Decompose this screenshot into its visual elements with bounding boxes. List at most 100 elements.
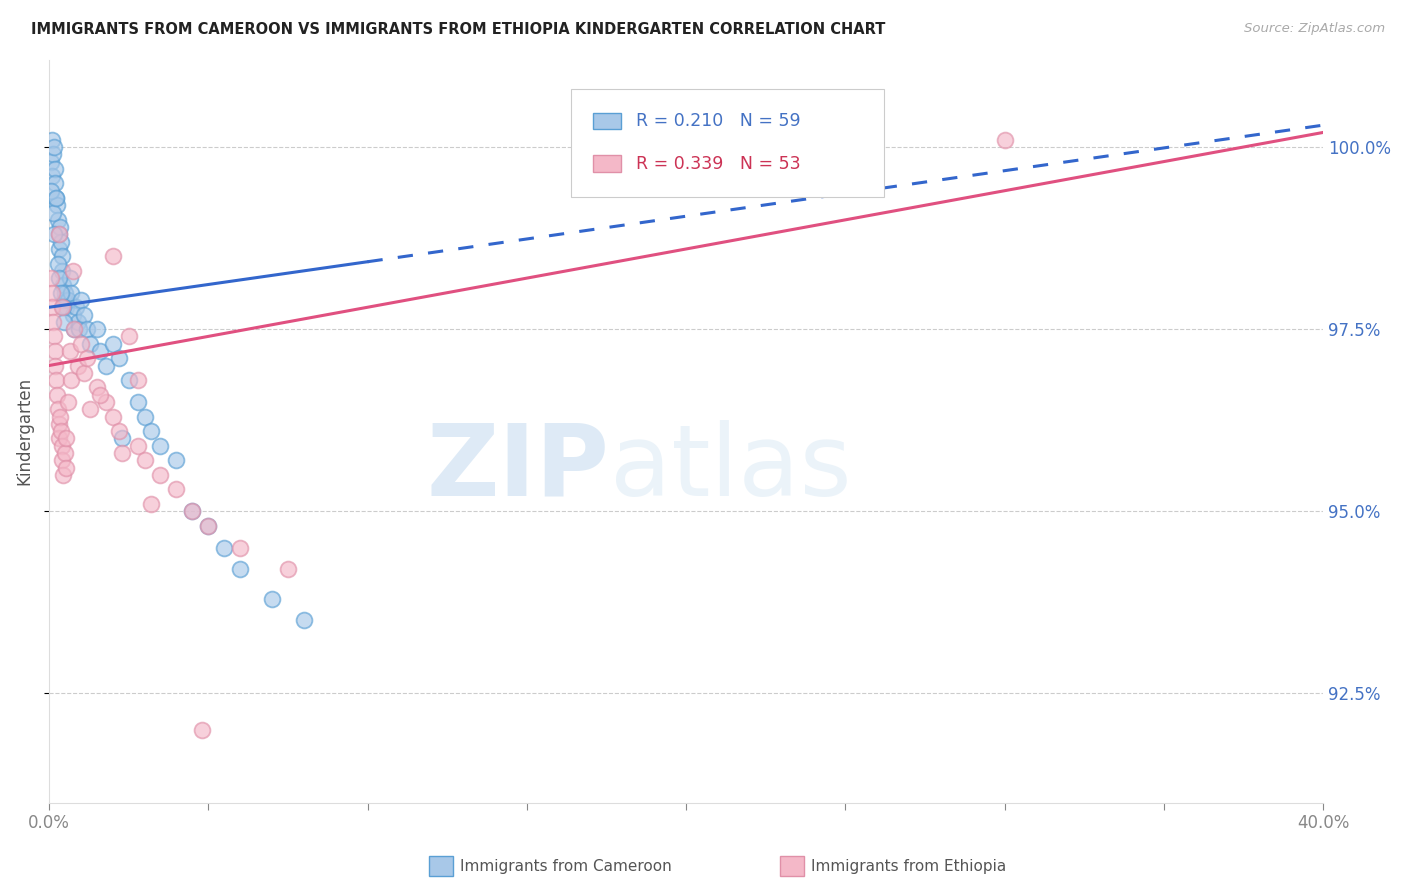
Text: Immigrants from Cameroon: Immigrants from Cameroon — [460, 859, 672, 873]
Point — [62, 264, 84, 278]
Point — [52, 315, 75, 329]
Point — [63, 322, 86, 336]
Point — [111, 431, 134, 445]
Point — [212, 541, 235, 555]
Point — [134, 409, 156, 424]
Point — [181, 504, 204, 518]
Point — [101, 249, 124, 263]
Point — [73, 308, 96, 322]
Point — [101, 409, 124, 424]
Point — [149, 439, 172, 453]
Point — [181, 504, 204, 518]
Point — [76, 322, 98, 336]
Point — [46, 402, 69, 417]
Point — [42, 329, 65, 343]
Point — [165, 483, 187, 497]
Point — [49, 424, 72, 438]
Point — [49, 285, 72, 300]
Text: atlas: atlas — [610, 420, 851, 516]
Point — [39, 154, 62, 169]
Point — [96, 395, 118, 409]
Point — [69, 336, 91, 351]
Point — [117, 373, 139, 387]
Point — [197, 518, 219, 533]
Point — [89, 387, 111, 401]
Point — [41, 285, 63, 300]
Y-axis label: Kindergarten: Kindergarten — [15, 377, 32, 485]
Point — [52, 300, 75, 314]
Point — [62, 308, 84, 322]
Point — [66, 315, 89, 329]
Point — [42, 205, 65, 219]
Point — [56, 395, 79, 409]
Point — [48, 242, 70, 256]
Point — [79, 336, 101, 351]
Text: R = 0.210   N = 59: R = 0.210 N = 59 — [637, 112, 801, 130]
Point — [191, 723, 214, 737]
Point — [53, 446, 76, 460]
Point — [53, 285, 76, 300]
Point — [73, 366, 96, 380]
Point — [79, 402, 101, 417]
Point — [117, 329, 139, 343]
Point — [165, 453, 187, 467]
Point — [96, 359, 118, 373]
Point — [42, 315, 65, 329]
Point — [66, 359, 89, 373]
Point — [86, 380, 108, 394]
Text: IMMIGRANTS FROM CAMEROON VS IMMIGRANTS FROM ETHIOPIA KINDERGARTEN CORRELATION CH: IMMIGRANTS FROM CAMEROON VS IMMIGRANTS F… — [31, 22, 886, 37]
Point — [63, 322, 86, 336]
Point — [108, 351, 131, 366]
Point — [59, 271, 82, 285]
Point — [55, 460, 77, 475]
Point — [197, 518, 219, 533]
Point — [134, 453, 156, 467]
Point — [45, 191, 67, 205]
FancyBboxPatch shape — [593, 155, 621, 172]
Point — [111, 446, 134, 460]
Point — [45, 387, 67, 401]
Point — [51, 439, 73, 453]
Point — [46, 212, 69, 227]
Point — [46, 256, 69, 270]
Point — [994, 133, 1017, 147]
Point — [48, 227, 70, 242]
Point — [45, 198, 67, 212]
Point — [60, 285, 83, 300]
Point — [51, 264, 73, 278]
Point — [44, 359, 66, 373]
Point — [52, 278, 75, 293]
Point — [108, 424, 131, 438]
Point — [52, 467, 75, 482]
Point — [48, 271, 70, 285]
Point — [139, 424, 162, 438]
Point — [39, 271, 62, 285]
Point — [44, 227, 66, 242]
Point — [229, 562, 252, 576]
Text: R = 0.339   N = 53: R = 0.339 N = 53 — [637, 154, 801, 173]
Point — [51, 300, 73, 314]
Point — [48, 227, 70, 242]
Point — [277, 562, 299, 576]
Point — [45, 373, 67, 387]
Point — [292, 614, 315, 628]
Point — [229, 541, 252, 555]
Point — [55, 431, 77, 445]
Point — [42, 147, 65, 161]
Point — [139, 497, 162, 511]
Point — [59, 343, 82, 358]
Point — [67, 322, 90, 336]
Point — [69, 293, 91, 307]
Point — [44, 177, 66, 191]
Point — [42, 140, 65, 154]
Point — [41, 300, 63, 314]
Point — [48, 417, 70, 431]
Point — [53, 293, 76, 307]
Text: Immigrants from Ethiopia: Immigrants from Ethiopia — [811, 859, 1007, 873]
Point — [149, 467, 172, 482]
Point — [86, 322, 108, 336]
Point — [51, 453, 73, 467]
Point — [89, 343, 111, 358]
FancyBboxPatch shape — [571, 89, 883, 197]
Point — [51, 249, 73, 263]
